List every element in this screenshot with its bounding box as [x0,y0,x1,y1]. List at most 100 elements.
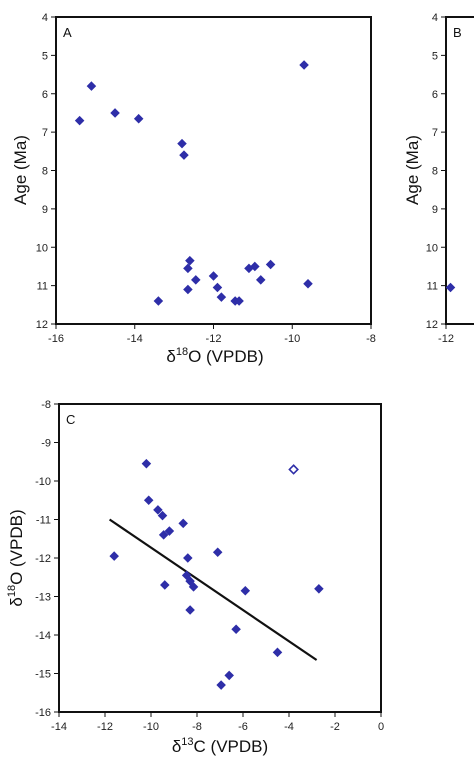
panel-c-letter: C [66,412,75,427]
panel-c-y-ticks: -8 -9 -10 -11 -12 -13 -14 -15 -16 [35,399,59,719]
x-tick-label: -16 [48,333,64,345]
diamond-point [164,526,175,536]
diamond-point [110,108,120,118]
x-tick-label: 0 [378,721,384,733]
diamond-point [177,138,187,149]
diamond-point [183,553,193,563]
x-tick-label: -12 [97,721,113,733]
panel-a-y-ticks: 4 5 6 7 8 9 10 11 12 [36,12,56,331]
panel-a-x-label-rest: O (VPDB) [188,347,264,366]
panel-a-x-label-sup: 18 [176,346,188,358]
diamond-point [231,624,241,634]
diamond-point [216,292,227,302]
diamond-point [185,576,195,586]
diamond-point [240,585,251,596]
y-tick-label: 9 [42,204,48,216]
x-tick-label: -4 [284,721,294,733]
panel-a-x-axis-label: δ18O (VPDB) [166,346,263,366]
panel-c-x-ticks: -14 -12 -10 -8 -6 -4 -2 0 [51,712,384,733]
y-tick-label: -11 [36,515,51,527]
diamond-point [208,271,219,281]
diamond-point [179,150,189,160]
y-tick-label: 12 [36,319,48,331]
diamond-point [185,605,195,615]
y-tick-label: 8 [42,166,48,178]
diamond-point [133,113,144,124]
diamond-point [188,582,199,592]
x-tick-label: -8 [192,721,202,733]
diamond-point [86,81,97,91]
diamond-point [234,296,244,306]
panel-a-letter: A [63,25,72,40]
diamond-point [314,584,324,594]
panel-b-y-axis-label: Age (Ma) [403,135,422,205]
panel-b-y-ticks: 4 5 6 7 8 9 10 11 12 [426,12,446,331]
diamond-point [153,296,164,306]
panel-b: B 4 5 6 7 8 9 10 11 12 -12 Age (Ma) [403,12,474,345]
x-tick-label: -8 [366,333,376,345]
y-tick-label: -12 [35,553,51,565]
y-tick-label: 11 [427,281,438,293]
panel-c-y-label-greek: δ [7,597,26,606]
x-tick-label: -10 [284,333,300,345]
x-tick-label: -12 [206,333,222,345]
panel-a-points [74,60,313,306]
y-tick-label: 5 [42,50,48,62]
diamond-point [158,530,169,540]
y-tick-label: -15 [35,669,51,681]
panel-c-x-label-rest: C (VPDB) [194,737,269,756]
diamond-point [74,115,85,126]
panel-c-trend-line [108,518,318,661]
diamond-point [265,259,276,270]
diamond-point [160,580,170,590]
y-tick-label: 8 [432,166,438,178]
diamond-point [255,275,266,285]
x-tick-label: -6 [238,721,248,733]
y-tick-label: 4 [42,12,48,24]
diamond-point [445,282,456,293]
diamond-point [224,670,234,681]
diamond-point [185,255,195,266]
y-tick-label: -9 [41,438,51,450]
diamond-point [183,263,193,274]
panel-c: C -8-9-10-11-12-13-14-15-16 -14 -12 -10 -8-… [6,399,384,756]
diamond-point [250,261,260,272]
x-tick-label: -12 [438,333,454,345]
y-tick-label: 6 [432,89,438,101]
y-tick-label: -13 [35,592,51,604]
y-tick-label: -16 [35,707,51,719]
y-tick-label: 7 [42,127,48,139]
panel-c-x-label-greek: δ [172,737,181,756]
y-tick-label: 10 [426,242,438,254]
diamond-point [157,510,168,521]
panel-c-points [109,458,324,690]
panel-c-plot-frame [58,403,382,713]
x-tick-label: -2 [330,721,340,733]
diamond-point [183,284,193,295]
panel-a-x-ticks: -16 -14 -12 -10 -8 [48,324,376,345]
panel-a-x-label-greek: δ [166,347,175,366]
diamond-point [178,518,188,529]
diamond-point [141,458,152,469]
panel-a-y-axis-label: Age (Ma) [11,135,30,205]
y-tick-label: 4 [432,12,438,24]
y-tick-label: 12 [426,319,438,331]
y-tick-label: -8 [41,399,51,411]
y-tick-label: -10 [35,476,51,488]
panel-b-points [445,282,456,293]
diamond-point [303,278,313,289]
diamond-point [109,551,119,561]
diamond-point [143,495,154,506]
diamond-point [216,680,226,690]
panel-c-x-label-sup: 13 [181,736,193,748]
panel-c-x-axis-label: δ13C (VPDB) [172,736,268,756]
diamond-point [191,275,201,285]
y-tick-label: 7 [432,127,438,139]
x-tick-label: -10 [143,721,159,733]
y-tick-label: 9 [432,204,438,216]
y-tick-label: 10 [36,242,48,254]
panel-b-plot-frame [445,16,474,325]
panel-b-x-ticks: -12 [438,324,454,345]
y-tick-label: 6 [42,89,48,101]
diamond-point [212,282,223,293]
